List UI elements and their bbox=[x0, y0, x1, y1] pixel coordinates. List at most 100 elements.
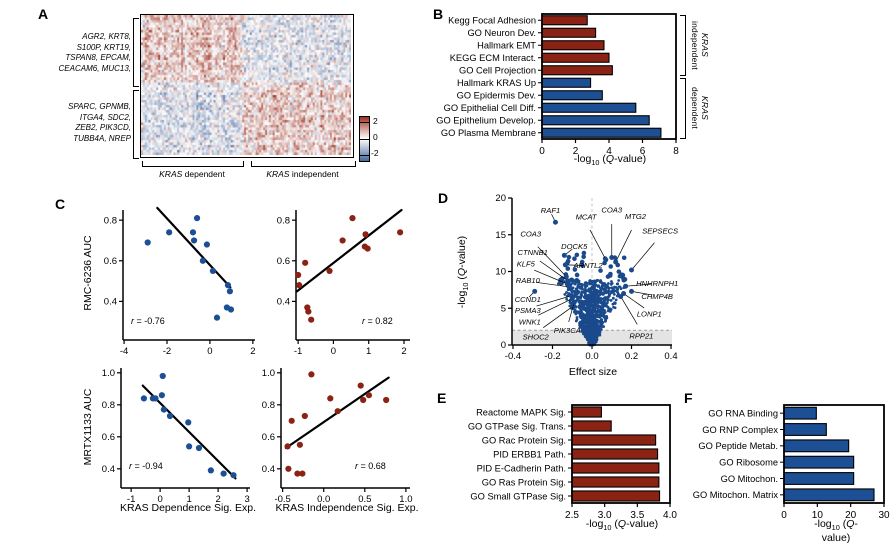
r-value-c1: r = -0.76 bbox=[131, 316, 165, 326]
category-label: Hallmark KRAS Up bbox=[457, 78, 536, 88]
data-point bbox=[612, 293, 616, 296]
data-point bbox=[301, 412, 308, 420]
data-point bbox=[606, 290, 610, 294]
data-point bbox=[166, 412, 174, 420]
data-point bbox=[589, 287, 593, 291]
data-point bbox=[593, 313, 597, 316]
r-value-c3: r = -0.94 bbox=[129, 461, 163, 471]
gene-label: COA3 bbox=[601, 205, 622, 214]
plot-box bbox=[571, 404, 671, 504]
data-point bbox=[302, 259, 309, 266]
x-tick-label: 6 bbox=[640, 146, 646, 157]
data-point bbox=[334, 408, 341, 415]
category-label: GO Epidermis Dev. bbox=[457, 91, 536, 101]
data-point bbox=[589, 337, 592, 341]
data-point bbox=[599, 328, 603, 332]
data-point bbox=[588, 307, 591, 311]
gene-label: DOCK5 bbox=[561, 242, 588, 251]
data-point bbox=[599, 321, 603, 324]
data-point bbox=[579, 293, 583, 297]
data-point bbox=[573, 290, 576, 294]
col-group-1-label: KRAS dependent bbox=[159, 169, 225, 179]
data-point bbox=[604, 291, 608, 295]
gene-leader-line bbox=[533, 269, 568, 285]
bar bbox=[783, 488, 875, 502]
gene-leader-line bbox=[537, 246, 567, 277]
trend-line bbox=[156, 206, 232, 289]
category-label: GO Small GTPase Sig. bbox=[470, 491, 566, 501]
data-point bbox=[557, 282, 561, 285]
data-point bbox=[574, 277, 580, 283]
r-value-c2: r = 0.82 bbox=[362, 316, 393, 326]
colorbar-tick-min: -2 bbox=[371, 148, 379, 158]
data-point bbox=[590, 332, 594, 336]
data-point bbox=[587, 341, 591, 345]
data-point bbox=[619, 287, 623, 291]
volcano-plot: RAF1 COA3 DOCK5 ARNTL2 CTNNB1 KLF5 RAB10 CCND1 P… bbox=[495, 193, 678, 362]
trend-line bbox=[141, 384, 237, 480]
y-tick-label: 0.6 bbox=[102, 432, 115, 443]
y-tick-label: 0.4 bbox=[104, 297, 117, 308]
bar bbox=[783, 472, 855, 485]
x-tick-label: -0.5 bbox=[274, 494, 290, 505]
y-tick-label: 1.0 bbox=[262, 368, 275, 379]
mrtx1133-yaxis-label: MRTX1133 AUC bbox=[82, 388, 94, 466]
bar bbox=[541, 65, 613, 76]
scatter-mrtx-independence: 0.4 0.6 0.8 1.0 -0.5 0.0 0.5 1.0 bbox=[262, 368, 413, 505]
data-point bbox=[602, 299, 606, 303]
data-point bbox=[598, 292, 602, 295]
data-point bbox=[299, 470, 306, 477]
dependence-xaxis-label: KRAS Dependence Sig. Exp. bbox=[120, 502, 256, 514]
data-point bbox=[611, 288, 615, 291]
data-point bbox=[607, 282, 610, 285]
trend-line bbox=[295, 208, 403, 293]
data-point bbox=[584, 282, 588, 285]
data-point bbox=[160, 406, 168, 413]
data-point bbox=[588, 295, 592, 298]
data-point bbox=[364, 245, 371, 252]
data-point bbox=[586, 333, 590, 337]
data-point bbox=[565, 297, 569, 301]
panel-d-yaxis-label: -log10 (Q-value) bbox=[455, 235, 471, 309]
data-point bbox=[616, 290, 619, 294]
bar bbox=[541, 52, 610, 63]
data-point bbox=[599, 306, 603, 309]
data-point bbox=[595, 323, 598, 327]
panel-f-bar-chart: GO RNA Binding GO RNP Complex GO Peptide M… bbox=[693, 404, 890, 521]
data-point bbox=[574, 272, 580, 278]
x-tick-label: -1 bbox=[294, 346, 302, 357]
data-point bbox=[586, 310, 590, 314]
colorbar-tick-max: 2 bbox=[373, 116, 378, 126]
panel-e-label: E bbox=[437, 390, 447, 406]
data-point bbox=[591, 307, 595, 311]
data-point bbox=[296, 282, 303, 289]
data-point bbox=[560, 282, 564, 286]
labeled-gene-point bbox=[561, 252, 567, 258]
x-tick-label: 3.0 bbox=[598, 510, 612, 521]
y-tick-label: 0.4 bbox=[277, 297, 290, 308]
data-point bbox=[593, 284, 597, 288]
data-point bbox=[604, 302, 608, 306]
data-point bbox=[589, 314, 593, 318]
bar bbox=[541, 40, 605, 51]
x-tick-label: 30 bbox=[878, 510, 890, 521]
x-tick-label: 3 bbox=[244, 494, 249, 505]
x-tick-label: -0.4 bbox=[505, 351, 521, 362]
data-point bbox=[599, 308, 603, 312]
data-point bbox=[583, 326, 586, 330]
labeled-gene-point bbox=[571, 299, 577, 305]
data-point bbox=[593, 338, 597, 342]
x-tick-label: 0 bbox=[331, 346, 336, 357]
heatmap-canvas bbox=[141, 15, 351, 155]
data-point bbox=[349, 215, 356, 222]
panel-f-label: F bbox=[684, 390, 693, 406]
r-value-c4: r = 0.68 bbox=[355, 461, 386, 471]
x-tick-label: 20 bbox=[845, 510, 857, 521]
data-point bbox=[612, 305, 615, 309]
data-point bbox=[578, 306, 582, 309]
x-tick-label: 1.0 bbox=[399, 494, 412, 505]
bar bbox=[541, 90, 603, 101]
x-tick-label: 0.2 bbox=[625, 351, 638, 362]
data-point bbox=[615, 294, 619, 298]
data-point bbox=[288, 417, 295, 424]
